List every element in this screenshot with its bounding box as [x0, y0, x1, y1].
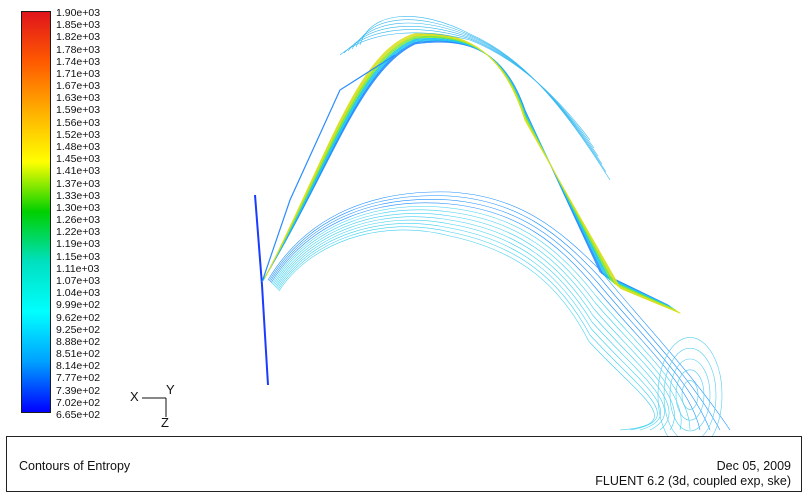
axes-triad: X Y Z: [128, 382, 188, 435]
suction-side-contour: [264, 35, 678, 312]
colorbar-tick-label: 1.56e+03: [56, 116, 101, 129]
colorbar-tick-label: 1.78e+03: [56, 43, 101, 56]
colorbar-labels: 1.90e+03 1.85e+03 1.82e+03 1.78e+03 1.74e+03…: [56, 7, 146, 421]
pressure-side-contour: [269, 199, 711, 431]
y-axis-letter: Y: [166, 382, 175, 397]
colorbar-tick-label: 9.99e+02: [56, 299, 101, 312]
info-bar: Contours of Entropy Dec 05, 2009 FLUENT …: [6, 436, 802, 492]
colorbar-tick-label: 7.02e+02: [56, 396, 101, 409]
colorbar-tick-label: 1.82e+03: [56, 31, 101, 44]
colorbar: [21, 11, 51, 413]
pressure-side-contour: [275, 219, 665, 431]
colorbar-tick-label: 7.39e+02: [56, 384, 101, 397]
outer-contour: [351, 22, 603, 165]
colorbar-tick-label: 1.22e+03: [56, 226, 101, 239]
plot-area: 1.90e+03 1.85e+03 1.82e+03 1.78e+03 1.74e+03…: [21, 7, 731, 436]
colorbar-tick-label: 1.48e+03: [56, 141, 101, 153]
colorbar-tick-label: 1.59e+03: [56, 104, 101, 117]
colorbar-tick-label: 1.37e+03: [56, 177, 101, 190]
colorbar-tick-label: 9.62e+02: [56, 311, 101, 324]
pressure-side-contour: [274, 216, 670, 431]
wake-loop: [657, 337, 723, 436]
colorbar-tick-label: 1.85e+03: [56, 19, 101, 32]
colorbar-tick-label: 9.25e+02: [56, 323, 101, 336]
outer-contour: [347, 26, 599, 157]
colorbar-tick-label: 1.41e+03: [56, 165, 101, 178]
pressure-side-contour: [273, 213, 675, 431]
colorbar-tick-label: 1.67e+03: [56, 80, 101, 93]
suction-side-contour: [265, 33, 680, 314]
suction-side-contour: [265, 34, 679, 313]
outer-contour: [355, 19, 607, 173]
colorbar-tick-label: 8.14e+02: [56, 360, 101, 373]
wake-loop: [675, 369, 705, 421]
solver-info: FLUENT 6.2 (3d, coupled exp, ske): [595, 474, 791, 488]
suction-side-contour: [265, 32, 681, 314]
colorbar-tick-label: 7.77e+02: [56, 372, 101, 385]
colorbar-tick-label: 1.63e+03: [56, 92, 101, 105]
outer-contour: [339, 32, 591, 141]
wake-loop: [669, 358, 711, 432]
suction-side-contour: [262, 40, 671, 307]
pressure-side-contour: [270, 202, 701, 431]
colorbar-tick-label: 6.65e+02: [56, 409, 101, 421]
pressure-side-contour: [272, 209, 682, 431]
colorbar-tick-label: 8.88e+02: [56, 335, 101, 348]
suction-side-contour: [263, 38, 673, 309]
colorbar-tick-label: 1.45e+03: [56, 153, 101, 166]
contour-plot: [254, 16, 731, 436]
colorbar-tick-label: 1.15e+03: [56, 250, 101, 263]
pressure-side-contour: [278, 229, 655, 431]
colorbar-tick-label: 1.71e+03: [56, 67, 101, 80]
colorbar-tick-label: 1.19e+03: [56, 238, 101, 251]
x-axis-letter: X: [130, 389, 139, 404]
pressure-side-contour: [268, 195, 721, 431]
colorbar-tick-label: 1.33e+03: [56, 189, 101, 202]
pressure-side-contour: [276, 223, 662, 431]
pressure-side-contour: [271, 206, 691, 431]
z-axis-letter: Z: [161, 415, 169, 430]
suction-side-contour: [264, 36, 676, 311]
outer-contour: [359, 16, 611, 181]
colorbar-tick-label: 1.11e+03: [56, 262, 100, 275]
plot-date: Dec 05, 2009: [716, 459, 791, 473]
colorbar-tick-label: 1.74e+03: [56, 55, 101, 68]
wake-loop: [681, 380, 699, 410]
wake-loop: [663, 347, 717, 436]
suction-side-contour: [263, 37, 675, 310]
plot-title: Contours of Entropy: [19, 459, 131, 473]
outer-contour: [343, 29, 595, 149]
suction-side-contour: [262, 39, 672, 308]
colorbar-tick-label: 8.51e+02: [56, 348, 101, 361]
colorbar-tick-label: 1.90e+03: [56, 7, 101, 19]
inlet-contour: [261, 54, 396, 283]
suction-side-contour: [262, 39, 673, 308]
suction-side-contour: [264, 35, 677, 312]
colorbar-tick-label: 1.30e+03: [56, 201, 101, 214]
colorbar-tick-label: 1.07e+03: [56, 275, 101, 287]
suction-side-contour: [263, 37, 674, 310]
triad-lines: [142, 397, 167, 417]
colorbar-tick-label: 1.04e+03: [56, 287, 101, 300]
pressure-side-contour: [277, 226, 658, 431]
leading-edge-line: [254, 194, 269, 386]
colorbar-tick-label: 1.52e+03: [56, 128, 101, 141]
colorbar-tick-label: 1.26e+03: [56, 214, 101, 227]
